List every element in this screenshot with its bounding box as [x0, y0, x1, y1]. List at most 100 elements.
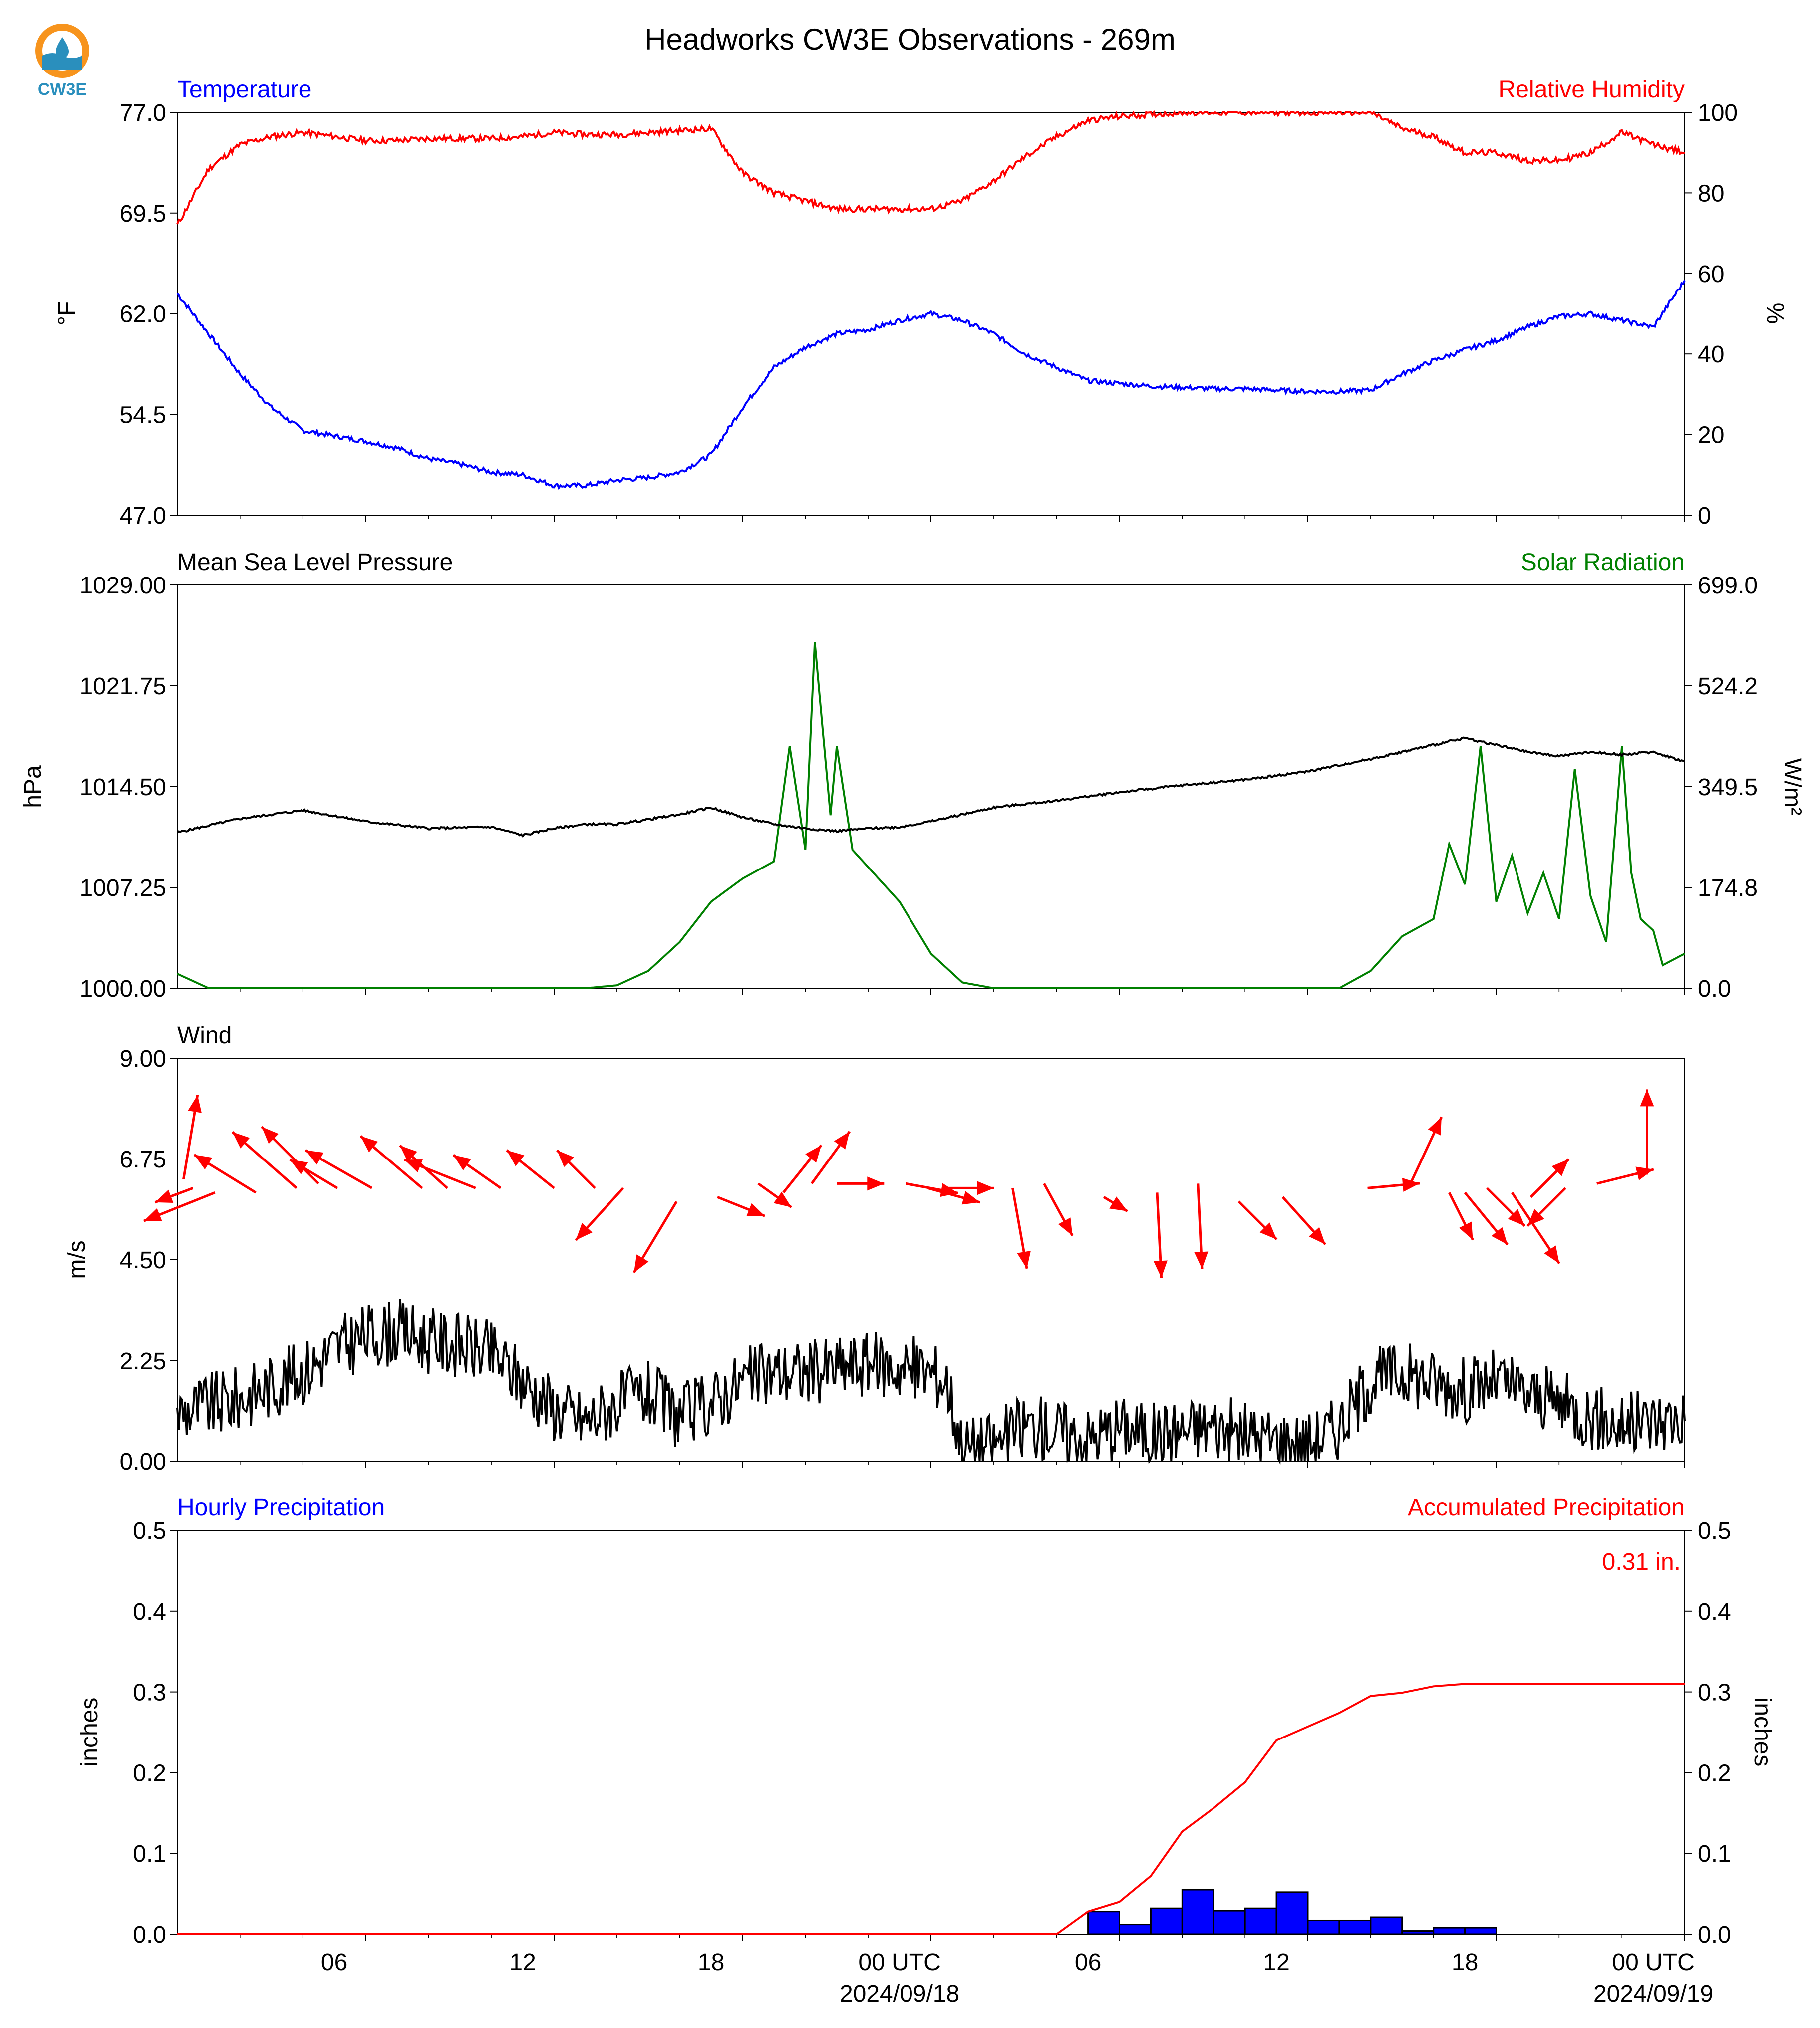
wind-arrow-head	[1153, 1260, 1168, 1278]
press-y-tick-label: 1007.25	[79, 875, 166, 901]
wind-y-tick-label: 6.75	[120, 1147, 166, 1173]
logo-text: CW3E	[38, 80, 87, 99]
hourly-precip-bar	[1181, 1889, 1214, 1935]
wind-y-tick-label: 0.00	[120, 1449, 166, 1475]
wind-arrow-head	[1109, 1196, 1128, 1211]
x-date-label: 2024/09/18	[840, 1981, 959, 2007]
wind-arrow-head	[633, 1254, 649, 1273]
temperature-line	[176, 280, 1686, 490]
hourly-precip-bar	[1401, 1930, 1435, 1935]
hourly-precip-bar	[1307, 1919, 1340, 1935]
temp-y2-tick-label: 80	[1698, 180, 1724, 207]
wind-arrow-head	[557, 1150, 574, 1167]
wind-arrow-head	[1058, 1217, 1073, 1236]
wind-arrow-head	[360, 1136, 378, 1153]
accum-precip-line	[177, 1683, 1685, 1935]
x-tick-label: 18	[1452, 1949, 1478, 1976]
temp-y2-tick-label: 20	[1698, 422, 1724, 449]
press-y2-tick-label: 174.8	[1698, 875, 1758, 901]
precip-y-tick-label: 0.3	[133, 1680, 166, 1706]
accum-precip-title: Accumulated Precipitation	[1408, 1494, 1685, 1521]
total-precip-label: 0.31 in.	[1602, 1549, 1681, 1575]
pressure-axis-label: hPa	[20, 765, 46, 808]
wind-y-tick-label: 2.25	[120, 1348, 166, 1375]
wind-axis-label: m/s	[64, 1240, 90, 1279]
wind-arrow-head	[1259, 1222, 1277, 1240]
wind-arrow-head	[507, 1150, 525, 1166]
wind-y-tick-label: 9.00	[120, 1046, 166, 1072]
wind-arrow-head	[144, 1208, 162, 1221]
precip-y-tick-label: 0.1	[133, 1841, 166, 1867]
press-y2-tick-label: 524.2	[1698, 673, 1758, 700]
wind-arrow-head	[1017, 1250, 1031, 1269]
wind-arrow-head	[188, 1095, 202, 1113]
figure-title: Headworks CW3E Observations - 269m	[644, 23, 1176, 56]
wind-arrow-head	[805, 1145, 822, 1163]
solar-title: Solar Radiation	[1521, 549, 1685, 576]
wind-arrow-head	[834, 1131, 850, 1150]
wind-arrow-head	[1508, 1209, 1525, 1226]
wind-arrow-head	[1640, 1089, 1654, 1107]
x-date-label: 2024/09/19	[1593, 1981, 1713, 2007]
precip-axis-label: inches	[76, 1698, 103, 1767]
hourly-precip-bar	[1275, 1891, 1309, 1935]
wind-arrow-head	[1551, 1159, 1569, 1176]
wind-arrow-head	[453, 1155, 471, 1170]
hourly-precip-bar	[1087, 1911, 1120, 1935]
wind-arrow-head	[262, 1127, 279, 1144]
press-y2-tick-label: 0.0	[1698, 976, 1731, 1002]
x-tick-label: 12	[1263, 1949, 1289, 1976]
precip-y-tick-label: 0.5	[133, 1518, 166, 1544]
press-y2-tick-label: 699.0	[1698, 573, 1758, 599]
wind-arrow-head	[232, 1132, 250, 1149]
solar-line	[177, 642, 1685, 989]
rh-title: Relative Humidity	[1499, 76, 1685, 103]
precip-y2-tick-label: 0.5	[1698, 1518, 1731, 1544]
x-tick-label: 06	[321, 1949, 347, 1976]
wind-arrow-head	[961, 1191, 980, 1205]
precip-y2-tick-label: 0.1	[1698, 1841, 1731, 1867]
press-y2-tick-label: 349.5	[1698, 774, 1758, 801]
hourly-precip-bar	[1213, 1910, 1246, 1935]
wind-arrow-head	[155, 1189, 174, 1203]
precip-y2-tick-label: 0.2	[1698, 1760, 1731, 1786]
temperature-axis-label: °F	[54, 301, 80, 326]
temp-y-tick-label: 77.0	[120, 100, 166, 126]
x-tick-label: 12	[509, 1949, 536, 1976]
x-tick-label: 00 UTC	[858, 1949, 940, 1976]
wind-speed-line	[176, 1299, 1686, 1465]
precip-y2-tick-label: 0.3	[1698, 1680, 1731, 1706]
hourly-precip-bar	[1244, 1907, 1277, 1935]
wind-arrow-head	[404, 1159, 423, 1172]
temp-y-tick-label: 62.0	[120, 301, 166, 328]
temp-y2-tick-label: 40	[1698, 341, 1724, 368]
pressure-line	[176, 736, 1685, 838]
press-y-tick-label: 1014.50	[79, 774, 166, 801]
precip-y-tick-label: 0.2	[133, 1760, 166, 1786]
temp-y-tick-label: 47.0	[120, 503, 166, 529]
wind-title: Wind	[177, 1022, 232, 1049]
temp-y2-tick-label: 60	[1698, 261, 1724, 288]
precip-y-tick-label: 0.4	[133, 1599, 166, 1625]
wind-arrow-head	[867, 1176, 885, 1191]
wind-y-tick-label: 4.50	[120, 1247, 166, 1274]
hourly-precip-bar	[1464, 1927, 1497, 1935]
wind-arrow-head	[1459, 1221, 1473, 1240]
temp-y2-tick-label: 0	[1698, 503, 1711, 529]
wind-arrow-head	[773, 1191, 792, 1207]
press-y-tick-label: 1021.75	[79, 673, 166, 700]
wind-arrow-head	[1428, 1117, 1442, 1136]
precip-y2-tick-label: 0.4	[1698, 1599, 1731, 1625]
wind-arrow-head	[194, 1155, 213, 1170]
temp-y-tick-label: 69.5	[120, 201, 166, 227]
hourly-precip-bar	[1338, 1919, 1372, 1935]
temp-y2-tick-label: 100	[1698, 100, 1738, 126]
x-tick-label: 18	[698, 1949, 724, 1976]
temperature-title: Temperature	[177, 76, 311, 103]
wind-arrow-head	[576, 1223, 593, 1240]
precip-y2-tick-label: 0.0	[1698, 1922, 1731, 1948]
rh-line	[176, 109, 1685, 225]
wind-arrow-head	[290, 1159, 308, 1174]
wind-arrow-head	[1491, 1227, 1508, 1245]
